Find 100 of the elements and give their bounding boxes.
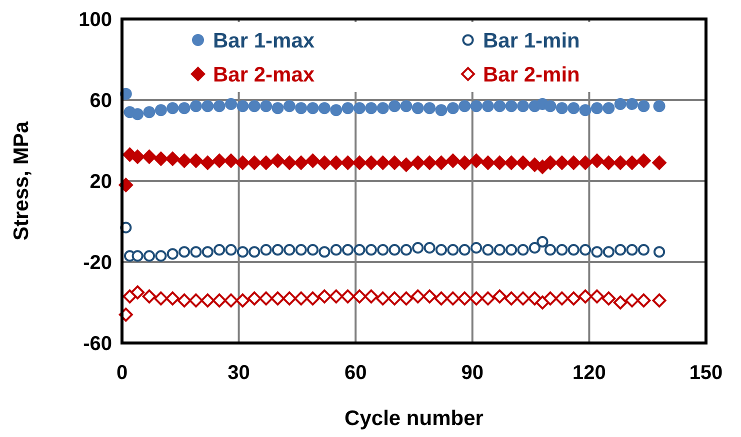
point [579,104,592,116]
point [458,100,471,112]
point [270,153,286,168]
point [294,155,309,170]
point [272,244,284,256]
point [130,285,145,300]
point [165,151,180,166]
point [410,155,426,170]
point [132,250,144,262]
point [387,155,402,170]
point [446,291,460,306]
point [424,242,436,254]
point [212,293,226,308]
point [400,100,412,112]
point [410,289,425,304]
point [213,100,226,112]
point [235,155,250,170]
point [590,102,603,114]
point [352,289,366,304]
point [445,153,460,168]
point [270,291,285,306]
point [388,291,402,306]
point [458,291,472,306]
point [364,155,379,170]
point [435,244,448,256]
point [154,104,167,116]
x-tick-label: 60 [344,362,367,384]
y-tick-label: -60 [83,333,112,355]
point [470,100,482,112]
point [602,246,614,258]
point [318,102,330,114]
point [365,102,378,114]
point [516,291,530,306]
point [653,100,666,112]
point [398,157,414,172]
point [178,246,190,258]
point [469,291,484,306]
point [434,291,448,306]
point [536,236,548,248]
point [388,100,401,112]
point [424,102,436,114]
point [638,100,650,112]
point [457,155,472,170]
legend-label: Bar 2-max [213,63,315,86]
point [480,291,495,306]
point [517,244,529,256]
point [166,291,180,306]
point [154,291,168,306]
point [190,100,202,112]
point [295,244,307,256]
point [306,244,319,256]
point [236,293,250,308]
point [578,155,593,170]
point [176,153,192,168]
point [352,155,367,170]
point [636,153,652,168]
point [566,291,581,306]
point [143,106,156,118]
point [212,153,227,168]
point [412,242,424,254]
point [236,246,248,258]
y-tick-label: 60 [90,90,112,112]
point [306,291,320,306]
point [132,108,144,120]
point [494,244,506,256]
point [342,244,354,256]
point [318,246,330,258]
point [202,246,214,258]
point [142,289,156,304]
point [188,153,204,168]
point [580,244,592,256]
point [259,291,274,306]
point [422,155,438,170]
point [317,289,332,304]
point [340,155,356,170]
point [554,155,570,170]
point [482,244,494,256]
point [494,100,506,112]
legend-label: Bar 2-min [483,63,580,86]
point [258,155,274,170]
point [601,155,616,170]
point [613,296,628,310]
point [590,289,604,304]
point [246,155,262,170]
point [504,155,519,170]
point [305,153,320,168]
point [602,102,615,114]
point [482,100,494,112]
point [653,246,666,258]
point [492,155,508,170]
point [294,291,308,306]
point [614,244,626,256]
point [178,102,190,114]
point [504,291,518,306]
point [377,244,389,256]
point [624,155,640,170]
point [556,244,568,256]
point [224,153,239,168]
point [376,291,390,306]
y-tick-label: 100 [78,9,112,31]
